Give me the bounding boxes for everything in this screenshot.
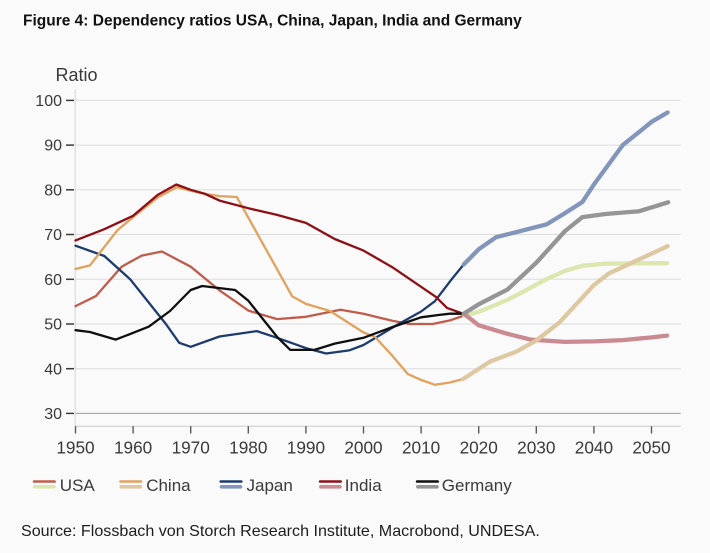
svg-text:1980: 1980 (229, 438, 267, 458)
svg-text:Source: Flossbach von Storch R: Source: Flossbach von Storch Research In… (21, 522, 540, 540)
svg-text:40: 40 (44, 361, 62, 378)
svg-text:1950: 1950 (56, 438, 94, 458)
svg-text:Figure 4: Dependency ratios US: Figure 4: Dependency ratios USA, China, … (23, 13, 522, 30)
svg-text:1970: 1970 (172, 438, 210, 458)
svg-text:90: 90 (44, 138, 62, 155)
svg-text:70: 70 (44, 227, 62, 244)
svg-text:2020: 2020 (460, 438, 498, 458)
svg-text:60: 60 (44, 272, 62, 289)
svg-text:China: China (146, 476, 191, 495)
svg-text:India: India (345, 476, 382, 495)
svg-text:1990: 1990 (287, 438, 325, 458)
svg-text:2040: 2040 (575, 438, 613, 458)
svg-text:30: 30 (44, 406, 62, 423)
svg-text:80: 80 (44, 182, 62, 199)
svg-text:50: 50 (44, 317, 62, 334)
svg-text:Ratio: Ratio (56, 65, 98, 85)
svg-text:2010: 2010 (402, 438, 440, 458)
svg-text:Germany: Germany (442, 476, 512, 495)
svg-text:2050: 2050 (632, 438, 670, 458)
svg-text:2030: 2030 (517, 438, 555, 458)
svg-text:2000: 2000 (344, 438, 382, 458)
svg-text:USA: USA (60, 476, 96, 495)
svg-text:Japan: Japan (247, 476, 293, 495)
svg-text:100: 100 (35, 93, 62, 110)
svg-text:1960: 1960 (114, 438, 152, 458)
